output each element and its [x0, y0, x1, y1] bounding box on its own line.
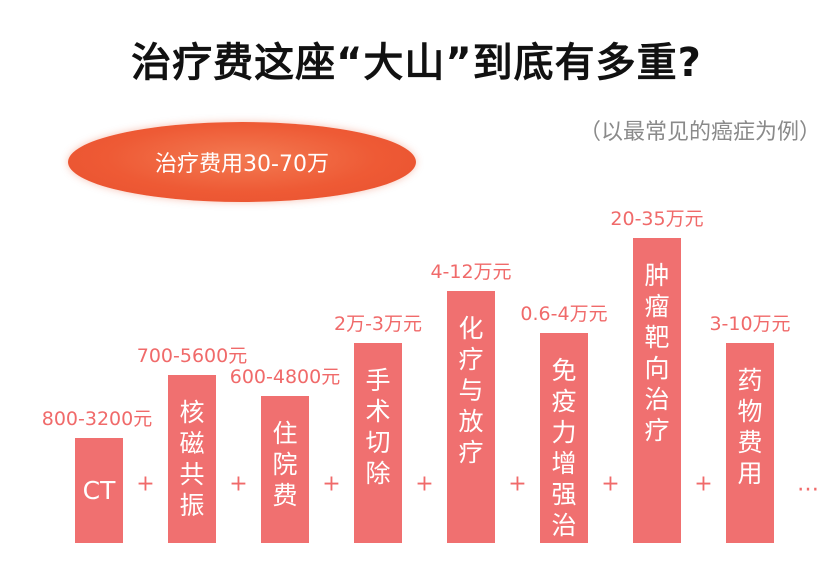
bar-0	[75, 438, 123, 543]
bar-value-label: 700-5600元	[136, 345, 248, 367]
bar-value-label: 2万-3万元	[333, 313, 423, 335]
bar-6	[633, 238, 681, 543]
page-title: 治疗费这座“大山”到底有多重?	[131, 40, 702, 86]
bar-3	[354, 343, 402, 543]
bar-category-label: 化疗与放疗	[458, 314, 484, 467]
plus-sign: +	[229, 471, 248, 497]
bar-category-label: 住院费	[272, 419, 298, 510]
plus-sign: +	[694, 471, 713, 497]
bar-category-label: 肿瘤靶向治疗	[644, 261, 670, 445]
total-cost-label: 治疗费用30-70万	[155, 152, 329, 177]
bar-value-label: 3-10万元	[709, 313, 791, 335]
bar-4	[447, 291, 495, 543]
bar-value-label: 0.6-4万元	[520, 303, 608, 325]
bar-value-label: 600-4800元	[229, 366, 341, 388]
bar-2	[261, 396, 309, 543]
total-cost-badge	[68, 122, 416, 202]
subtitle: （以最常见的癌症为例）	[578, 120, 821, 145]
plus-sign: +	[601, 471, 620, 497]
bar-value-label: 20-35万元	[610, 208, 704, 230]
bar-category-label: CT	[82, 475, 116, 505]
bar-1	[168, 375, 216, 543]
bar-category-label: 手术切除	[365, 366, 391, 488]
bar-category-label: 核磁共振	[179, 398, 205, 520]
plus-sign: +	[508, 471, 527, 497]
bar-value-label: 4-12万元	[430, 261, 512, 283]
bar-category-label: 免疫力增强治疗	[551, 356, 577, 571]
plus-sign: +	[136, 471, 155, 497]
plus-sign: +	[415, 471, 434, 497]
bar-5	[540, 333, 588, 543]
plus-sign: +	[322, 471, 341, 497]
bar-category-label: 药物费用	[737, 366, 763, 488]
ellipsis: …	[797, 471, 819, 497]
bar-7	[726, 343, 774, 543]
bar-value-label: 800-3200元	[41, 408, 153, 430]
